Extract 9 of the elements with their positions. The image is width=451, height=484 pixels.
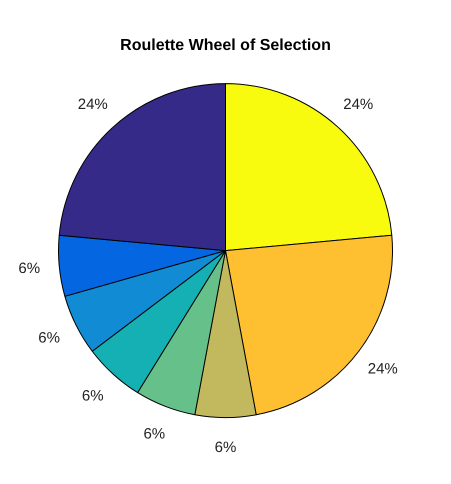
data-label: 6% xyxy=(18,260,40,277)
data-label: 6% xyxy=(82,387,104,404)
data-label: 6% xyxy=(38,330,60,347)
data-label: 6% xyxy=(143,425,166,442)
data-label: 24% xyxy=(78,96,108,114)
data-label: 24% xyxy=(343,96,374,114)
chart-title: Roulette Wheel of Selection xyxy=(120,37,331,54)
data-label: 6% xyxy=(214,438,236,456)
data-label: 24% xyxy=(368,360,398,378)
